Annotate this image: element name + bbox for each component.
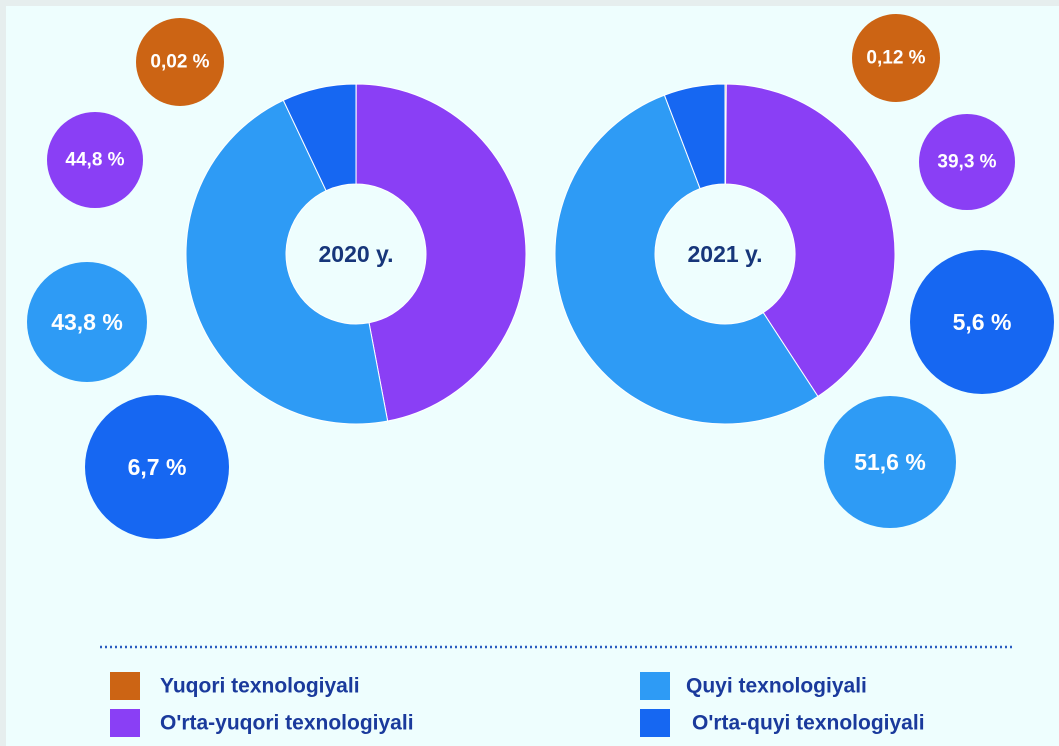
- bubble: [136, 18, 224, 106]
- bubble: [27, 262, 147, 382]
- bubble: [852, 14, 940, 102]
- donut-slice: [282, 83, 357, 192]
- bubble-label: 51,6 %: [854, 449, 926, 475]
- legend-swatch: [110, 709, 140, 737]
- bubble-label: 0,02 %: [150, 52, 209, 73]
- donut-slice: [725, 83, 896, 398]
- legend-swatch: [110, 672, 140, 700]
- bubble: [910, 250, 1054, 394]
- legend-label: O'rta-quyi texnologiyali: [692, 712, 925, 735]
- bubble-label: 44,8 %: [65, 150, 124, 171]
- bubble: [919, 114, 1015, 210]
- bubble-label: 6,7 %: [128, 454, 187, 480]
- bubble-label: 39,3 %: [937, 152, 996, 173]
- donut-slice: [554, 94, 819, 425]
- legend-label: O'rta-yuqori texnologiyali: [160, 712, 414, 735]
- legend-label: Yuqori texnologiyali: [160, 675, 360, 698]
- donut-slice: [663, 83, 726, 190]
- donut-slice: [355, 83, 527, 422]
- background: [6, 6, 1059, 746]
- center-label: 2020 y.: [318, 241, 393, 267]
- legend-swatch: [640, 672, 670, 700]
- bubble: [85, 395, 229, 539]
- bubble-label: 5,6 %: [953, 309, 1012, 335]
- donut-slice: [185, 99, 389, 425]
- legend-swatch: [640, 709, 670, 737]
- bubble: [824, 396, 956, 528]
- bubble: [47, 112, 143, 208]
- legend-label: Quyi texnologiyali: [686, 675, 867, 698]
- bubble-label: 0,12 %: [866, 48, 925, 69]
- center-label: 2021 y.: [687, 241, 762, 267]
- bubble-label: 43,8 %: [51, 309, 123, 335]
